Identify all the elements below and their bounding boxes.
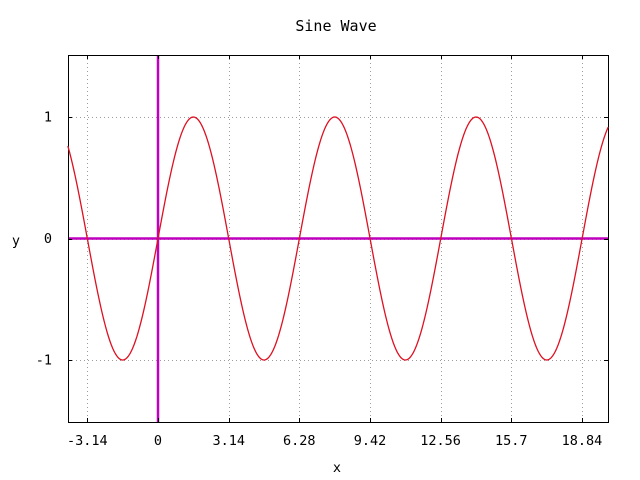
chart-title: Sine Wave — [295, 17, 376, 35]
y-tick-label: 0 — [44, 231, 52, 247]
y-tick-label: 1 — [44, 110, 52, 126]
x-tick-label: -3.14 — [67, 433, 108, 449]
plot-border — [68, 55, 609, 423]
zeroaxis-layer — [68, 55, 608, 422]
x-axis-label: x — [333, 460, 341, 476]
x-tick-label: 0 — [154, 433, 162, 449]
x-tick-label: 12.56 — [420, 433, 461, 449]
y-axis-label: y — [12, 233, 20, 249]
y-tick-label: -1 — [36, 353, 52, 369]
tick-label-layer: -3.14 0 3.14 6.28 9.42 12.56 15.7 18.84 -1 0 1 — [36, 110, 602, 450]
x-tick-label: 18.84 — [562, 433, 603, 449]
x-tick-label: 3.14 — [212, 433, 245, 449]
curve-layer — [67, 116, 609, 361]
sine-curve — [67, 116, 609, 361]
x-tick-label: 15.7 — [495, 433, 528, 449]
x-tick-label: 9.42 — [354, 433, 387, 449]
border-layer — [68, 55, 609, 423]
x-tick-label: 6.28 — [283, 433, 316, 449]
